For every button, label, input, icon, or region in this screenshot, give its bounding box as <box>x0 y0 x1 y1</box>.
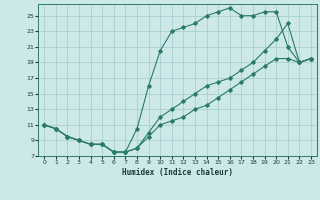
X-axis label: Humidex (Indice chaleur): Humidex (Indice chaleur) <box>122 168 233 177</box>
